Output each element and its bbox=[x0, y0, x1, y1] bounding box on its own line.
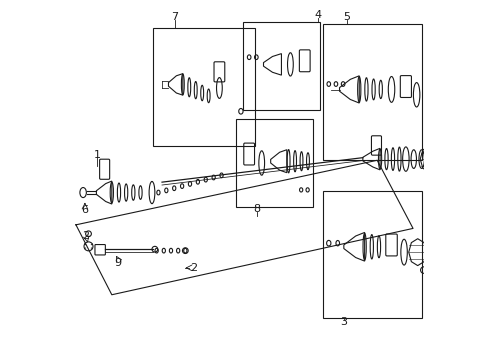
Text: 6: 6 bbox=[81, 206, 88, 216]
Bar bbox=[323, 24, 421, 160]
Bar bbox=[153, 28, 255, 146]
Bar bbox=[235, 119, 312, 207]
Text: 1: 1 bbox=[94, 150, 101, 160]
Text: 9: 9 bbox=[115, 258, 122, 268]
Text: 7: 7 bbox=[171, 12, 178, 22]
Text: 8: 8 bbox=[253, 204, 260, 214]
Text: 4: 4 bbox=[314, 10, 321, 20]
Text: 2: 2 bbox=[190, 263, 197, 273]
Bar bbox=[323, 191, 421, 318]
Bar bbox=[242, 22, 319, 110]
Text: 3: 3 bbox=[340, 318, 346, 327]
Text: 2: 2 bbox=[82, 231, 89, 240]
Text: 5: 5 bbox=[343, 12, 350, 22]
